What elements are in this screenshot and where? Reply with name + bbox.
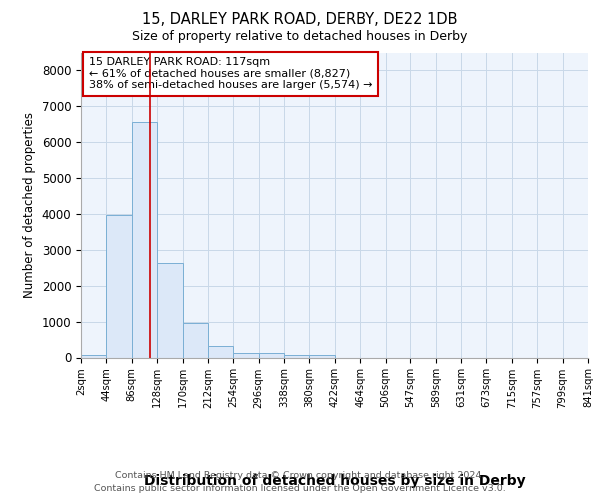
Bar (208, 346, 233, 358)
Y-axis label: Number of detached properties: Number of detached properties (23, 112, 36, 298)
X-axis label: Distribution of detached houses by size in Derby: Distribution of detached houses by size … (143, 474, 526, 488)
Bar (106, 214, 132, 358)
Bar (81, 355, 106, 358)
Text: Contains HM Land Registry data © Crown copyright and database right 2024.: Contains HM Land Registry data © Crown c… (115, 471, 485, 480)
Text: 15 DARLEY PARK ROAD: 117sqm
← 61% of detached houses are smaller (8,827)
38% of : 15 DARLEY PARK ROAD: 117sqm ← 61% of det… (89, 57, 372, 90)
Bar (132, 122, 157, 358)
Text: 15, DARLEY PARK ROAD, DERBY, DE22 1DB: 15, DARLEY PARK ROAD, DERBY, DE22 1DB (142, 12, 458, 28)
Bar (233, 353, 259, 358)
Bar (182, 323, 208, 358)
Bar (157, 264, 182, 358)
Bar (310, 356, 335, 358)
Bar (259, 353, 284, 358)
Text: Contains public sector information licensed under the Open Government Licence v3: Contains public sector information licen… (94, 484, 506, 493)
Text: Size of property relative to detached houses in Derby: Size of property relative to detached ho… (133, 30, 467, 43)
Bar (284, 355, 310, 358)
